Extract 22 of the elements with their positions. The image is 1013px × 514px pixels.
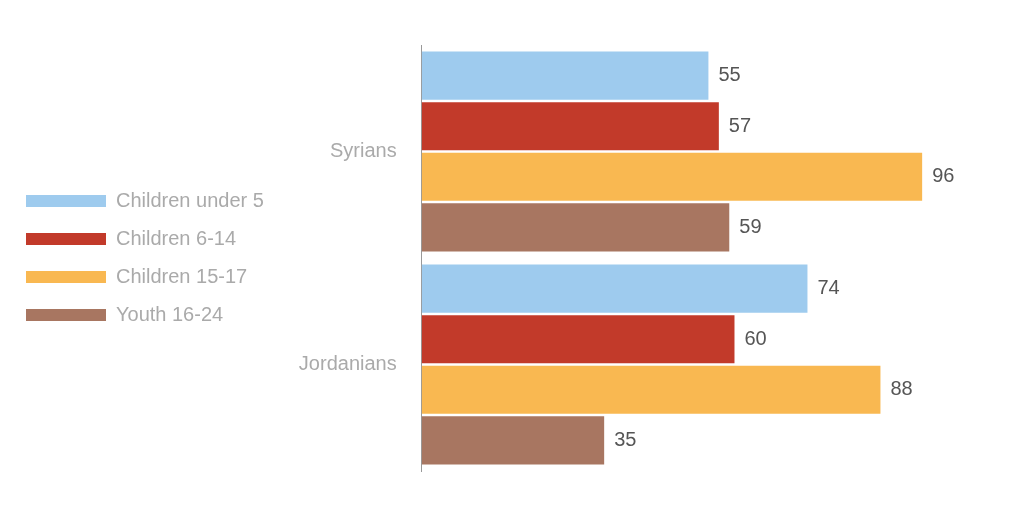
bar <box>421 315 735 364</box>
bar <box>421 365 881 414</box>
data-label: 74 <box>817 276 840 299</box>
bar <box>421 264 808 313</box>
data-label: 35 <box>614 427 637 450</box>
bar <box>421 102 719 151</box>
bar <box>421 51 709 100</box>
y-tick-label: Syrians <box>330 139 397 162</box>
legend-label: Children 15-17 <box>116 264 248 287</box>
bar <box>421 416 605 465</box>
data-label: 57 <box>728 113 752 136</box>
legend-label: Children 6-14 <box>116 226 237 249</box>
data-label: 60 <box>744 326 767 349</box>
bar <box>421 152 923 201</box>
y-tick-label: Jordanians <box>298 352 397 375</box>
data-label: 55 <box>718 63 741 86</box>
data-label: 59 <box>739 214 762 237</box>
bar <box>421 203 730 252</box>
data-label: 96 <box>932 164 955 187</box>
legend-label: Children under 5 <box>116 188 264 211</box>
legend-label: Youth 16-24 <box>116 302 224 325</box>
data-label: 88 <box>890 377 913 400</box>
